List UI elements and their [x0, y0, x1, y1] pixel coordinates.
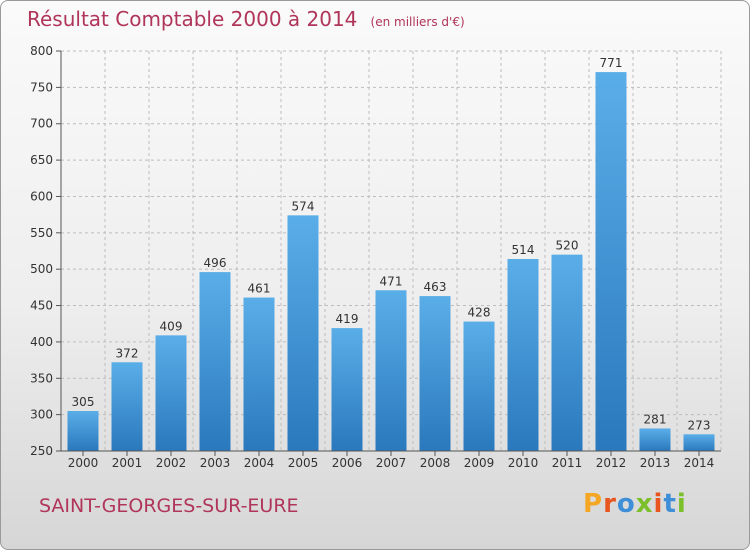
logo-letter: t: [663, 489, 677, 519]
data-label: 471: [380, 274, 403, 288]
x-tick-label: 2003: [200, 456, 231, 470]
chart-title: Résultat Comptable 2000 à 2014: [27, 7, 358, 31]
y-tick-label: 500: [30, 262, 53, 276]
data-label: 281: [644, 412, 667, 426]
y-tick-label: 300: [30, 408, 53, 422]
logo-letter: o: [616, 489, 636, 519]
y-tick-label: 350: [30, 371, 53, 385]
bar-2009: [463, 321, 495, 451]
bar-2013: [639, 428, 671, 451]
data-label: 305: [72, 395, 95, 409]
y-tick-label: 450: [30, 299, 53, 313]
x-tick-label: 2008: [420, 456, 451, 470]
y-tick-label: 600: [30, 189, 53, 203]
data-label: 461: [248, 282, 271, 296]
x-tick-label: 2010: [508, 456, 539, 470]
x-tick-label: 2012: [596, 456, 627, 470]
logo-letter: P: [583, 489, 604, 519]
x-tick-label: 2000: [68, 456, 99, 470]
data-label: 771: [600, 56, 623, 70]
y-tick-label: 750: [30, 80, 53, 94]
bar-2011: [551, 254, 583, 451]
axis-layer: 250 300 350 400 450 500 550 600 650 700 750 800 2000…: [30, 44, 721, 470]
logo-letter: r: [603, 489, 617, 519]
data-label: 428: [468, 306, 491, 320]
data-label: 409: [160, 319, 183, 333]
x-tick-label: 2014: [684, 456, 715, 470]
x-tick-label: 2005: [288, 456, 319, 470]
y-tick-label: 400: [30, 335, 53, 349]
bar-2007: [375, 290, 407, 451]
y-tick-label: 550: [30, 226, 53, 240]
bar-2003: [199, 272, 231, 451]
y-tick-label: 700: [30, 117, 53, 131]
x-tick-label: 2013: [640, 456, 671, 470]
data-label: 419: [336, 312, 359, 326]
x-tick-label: 2011: [552, 456, 583, 470]
logo-letter: i: [676, 489, 687, 519]
data-label: 372: [116, 346, 139, 360]
logo-letter: i: [653, 489, 664, 519]
x-tick-label: 2001: [112, 456, 143, 470]
y-tick-label: 800: [30, 44, 53, 58]
bar-2000: [67, 411, 99, 451]
unit-note: (en milliers d'€): [370, 15, 465, 29]
bar-2002: [155, 335, 187, 451]
y-tick-label: 250: [30, 444, 53, 458]
bar-2012: [595, 72, 627, 451]
bar-layer: 305 372 409 496 461 574 419 471 463 428 514 520 771 2…: [67, 56, 715, 451]
bar-2005: [287, 215, 319, 451]
data-label: 520: [556, 239, 579, 253]
title-row: Résultat Comptable 2000 à 2014 (en milli…: [27, 7, 465, 31]
proxiti-logo: Proxiti: [583, 489, 687, 519]
data-label: 574: [292, 199, 315, 213]
logo-letter: x: [635, 489, 654, 519]
bar-2014: [683, 434, 715, 451]
data-label: 273: [688, 418, 711, 432]
x-tick-label: 2007: [376, 456, 407, 470]
data-label: 514: [512, 243, 535, 257]
x-tick-label: 2004: [244, 456, 275, 470]
x-tick-label: 2009: [464, 456, 495, 470]
bar-2006: [331, 328, 363, 451]
bar-2004: [243, 297, 275, 451]
commune-name: SAINT-GEORGES-SUR-EURE: [39, 495, 299, 517]
x-tick-label: 2006: [332, 456, 363, 470]
bar-2008: [419, 296, 451, 451]
data-label: 496: [204, 256, 227, 270]
x-tick-label: 2002: [156, 456, 187, 470]
data-label: 463: [424, 280, 447, 294]
y-tick-label: 650: [30, 153, 53, 167]
bar-2001: [111, 362, 143, 451]
bar-2010: [507, 259, 539, 451]
